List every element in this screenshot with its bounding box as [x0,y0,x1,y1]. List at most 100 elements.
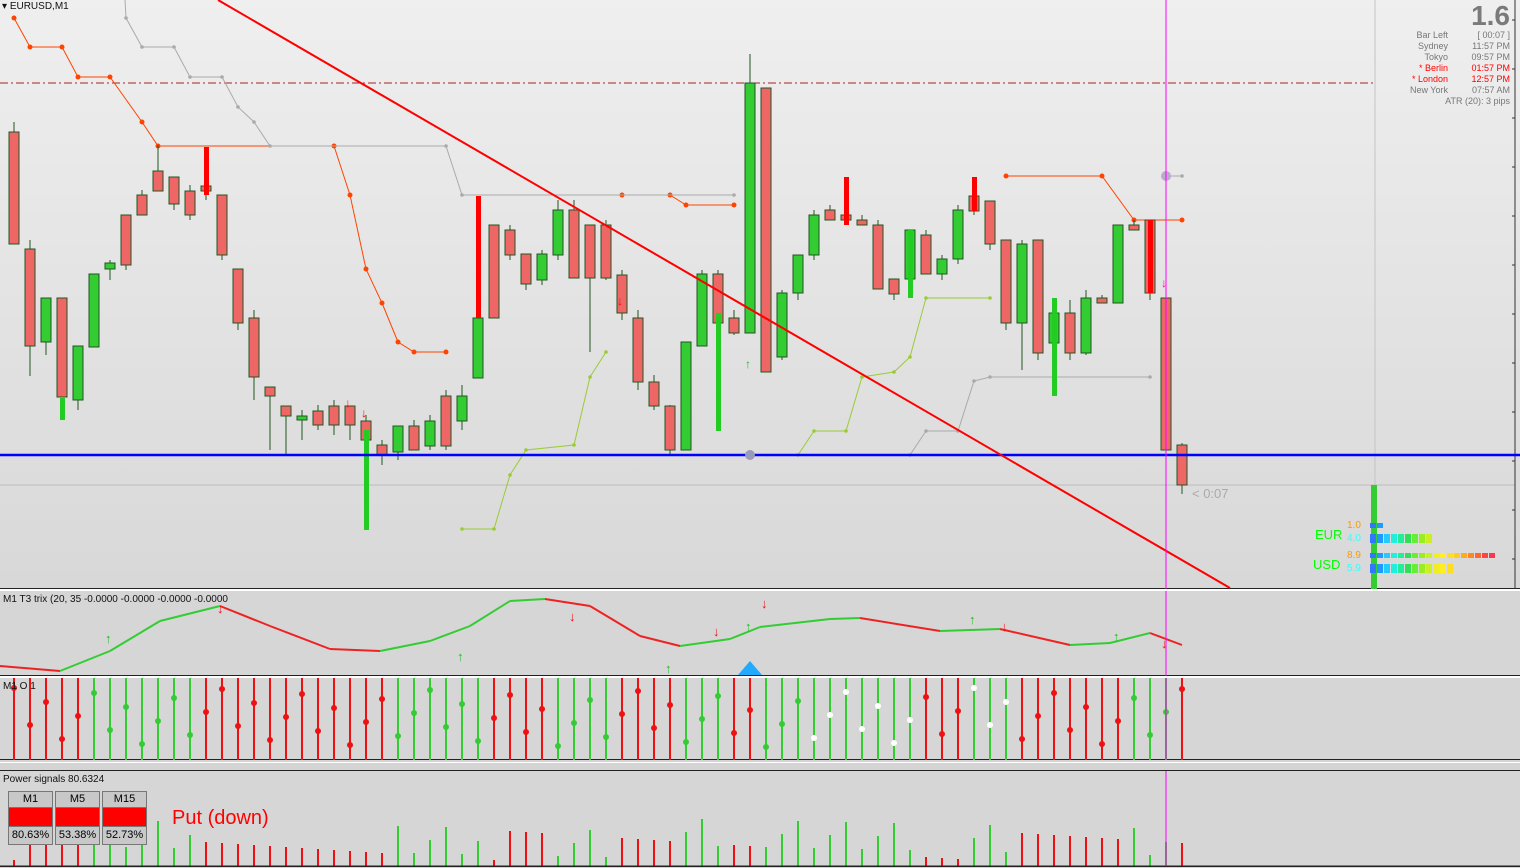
bear-candle [56,297,68,398]
meter-segment [1412,553,1418,558]
oscillator-dot [427,687,433,693]
lime-indicator-dot [604,350,608,354]
bear-candle [888,278,900,295]
bear-candle [920,234,932,275]
eur-strength-meter-2 [1370,534,1432,543]
oscillator-dot [987,722,993,728]
orange-indicator-dot [1003,173,1009,179]
bear-candle [984,200,996,245]
oscillator-dot [875,703,881,709]
bear-candle [1176,444,1188,486]
gray-indicator-dot [140,45,144,49]
oscillator-dot [1019,736,1025,742]
oscillator-panel[interactable]: M1 O 1 [0,678,1520,760]
session-name: Tokyo [1424,52,1448,62]
meter-segment [1405,564,1411,573]
bear-candle [616,274,628,314]
bear-candle [232,268,244,324]
timeframe-percent: 52.73% [105,829,144,841]
session-name: Bar Left [1416,30,1448,40]
orange-indicator-dot [395,339,401,345]
price-chart[interactable]: ↓ ↓ ↓ ↑ ↓ [0,0,1520,589]
main-chart[interactable]: ↓ ↓ ↓ ↑ ↓ ▾ EURUSD,M1 1.6 Bar Left[ 00:07 ] S… [0,0,1520,589]
power-signals-panel[interactable]: Power signals 80.6324 M1 80.63% M5 53.38% M1… [0,770,1520,867]
oscillator-dot [1131,695,1137,701]
trix-line-segment [59,650,111,672]
trix-arrow-down-icon: ↓ [1001,619,1008,634]
oscillator-dot [523,729,529,735]
oscillator-dot [1083,704,1089,710]
bear-candle [136,194,148,216]
lime-indicator-dot [988,296,992,300]
orange-indicator-dot [139,119,145,125]
gray-indicator-line [909,376,1150,456]
trix-line-segment [159,605,221,622]
meter-segment [1398,564,1404,573]
meter-segment [1370,564,1376,573]
trix-line-segment [1109,632,1151,644]
meter-segment [1412,564,1418,573]
lime-indicator-dot [572,443,576,447]
gray-indicator-dot [1180,174,1184,178]
gray-indicator-dot [460,193,464,197]
meter-segment [1370,553,1376,558]
bear-candle [632,317,644,383]
trix-line-segment [329,648,381,652]
oscillator-chart [11,678,1185,760]
trend-line [217,0,1231,589]
bear-candle [584,224,596,279]
trix-line-segment [379,640,431,652]
meter-segment [1377,523,1383,528]
meter-segment [1433,564,1439,573]
trix-arrow-up-icon: ↑ [105,631,112,646]
lime-indicator-dot [508,473,512,477]
atr-text: ATR (20): 3 pips [1445,96,1510,106]
signal-bar [972,177,977,211]
trix-arrow-down-icon: ↓ [569,609,576,624]
meter-segment [1426,534,1432,543]
meter-segment [1412,534,1418,543]
oscillator-dot [363,719,369,725]
symbol-text: EURUSD,M1 [9,1,69,12]
session-name: * Berlin [1418,63,1448,73]
gray-indicator-dot [924,429,928,433]
bull-candle [424,420,436,447]
lime-indicator-dot [844,429,848,433]
orange-indicator-dot [75,74,81,80]
bear-candle [504,229,516,256]
trix-line-segment [509,598,546,602]
trix-line-segment [1069,642,1111,646]
session-time: 12:57 PM [1471,74,1510,84]
trix-line-segment [679,638,731,647]
orange-indicator-dot [1099,173,1105,179]
oscillator-dot [587,697,593,703]
bull-candle [808,214,820,256]
session-time: [ 00:07 ] [1477,30,1510,40]
signal-bar [204,147,209,195]
oscillator-dot [187,732,193,738]
timeframe-percent: 80.63% [11,829,50,841]
usd-strength-meter-1 [1370,553,1495,558]
lime-indicator-dot [908,355,912,359]
oscillator-dot [603,734,609,740]
trix-panel[interactable]: ↑ ↓ ↑ ↓ ↑ ↓ ↑ ↓ ↑ ↓ ↑ ↓ M1 T3 trix (20, 35 -0.0000 … [0,591,1520,676]
signal-bar [844,177,849,225]
trix-line-segment [999,628,1071,646]
bear-candle [168,176,180,205]
oscillator-dot [939,731,945,737]
trix-label: M1 T3 trix (20, 35 -0.0000 -0.0000 -0.00… [3,594,228,605]
signal-bar [364,430,369,530]
oscillator-dot [491,715,497,721]
oscillator-dot [1147,732,1153,738]
oscillator-dot [139,741,145,747]
bull-candle [536,253,548,281]
oscillator-dot [1099,741,1105,747]
bear-candle [872,224,884,290]
bear-candle [216,194,228,256]
oscillator-dot [219,686,225,692]
oscillator-dot [59,736,65,742]
power-signals-chart [0,771,1520,867]
oscillator-dot [747,707,753,713]
meter-segment [1475,553,1481,558]
bull-candle [696,273,708,347]
